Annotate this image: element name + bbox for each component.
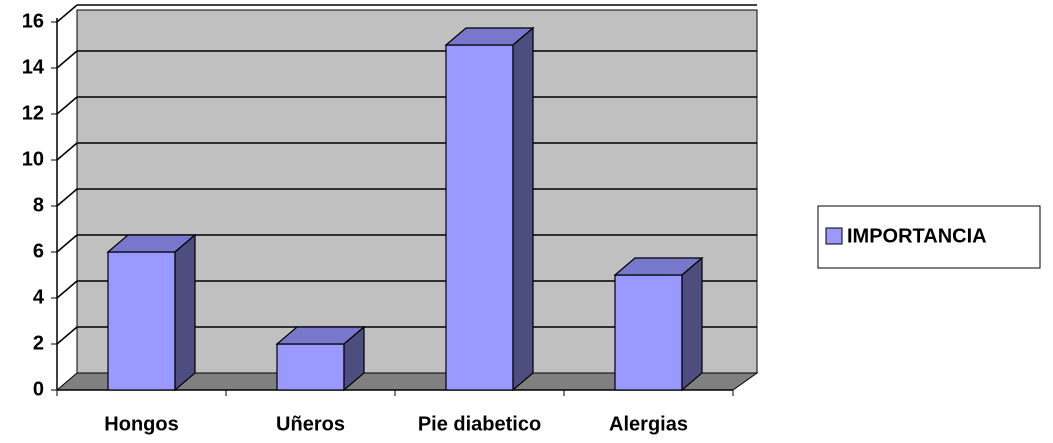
- bar-side: [343, 325, 365, 392]
- legend-label: IMPORTANCIA: [847, 225, 987, 247]
- bar: [614, 274, 683, 391]
- y-tick-label: 4: [33, 286, 45, 308]
- grid-line: [56, 234, 78, 253]
- x-tick-label: Alergias: [609, 413, 688, 435]
- bar-side: [174, 233, 196, 392]
- bar-side: [681, 256, 703, 392]
- y-tick-label: 14: [22, 56, 45, 78]
- legend-box: [817, 205, 1041, 269]
- y-tick-label: 12: [22, 102, 44, 124]
- grid-line: [56, 280, 78, 299]
- bar: [445, 44, 514, 391]
- grid-line: [56, 326, 78, 345]
- y-tick-label: 16: [22, 10, 44, 32]
- grid-line: [56, 4, 78, 23]
- bar-side: [512, 26, 534, 392]
- y-tick-label: 6: [33, 240, 44, 262]
- grid-line: [56, 96, 78, 115]
- x-tick-label: Hongos: [104, 413, 178, 435]
- x-tick-label: Pie diabetico: [418, 413, 541, 435]
- grid-line: [56, 142, 78, 161]
- x-tick-label: Uñeros: [276, 413, 345, 435]
- legend-swatch: [825, 227, 843, 245]
- bar: [276, 343, 345, 391]
- bar: [107, 251, 176, 391]
- y-tick-label: 0: [33, 378, 44, 400]
- y-tick-label: 10: [22, 148, 44, 170]
- y-tick-label: 2: [33, 332, 44, 354]
- grid-line: [56, 188, 78, 207]
- grid-line: [56, 50, 78, 69]
- y-tick-label: 8: [33, 194, 44, 216]
